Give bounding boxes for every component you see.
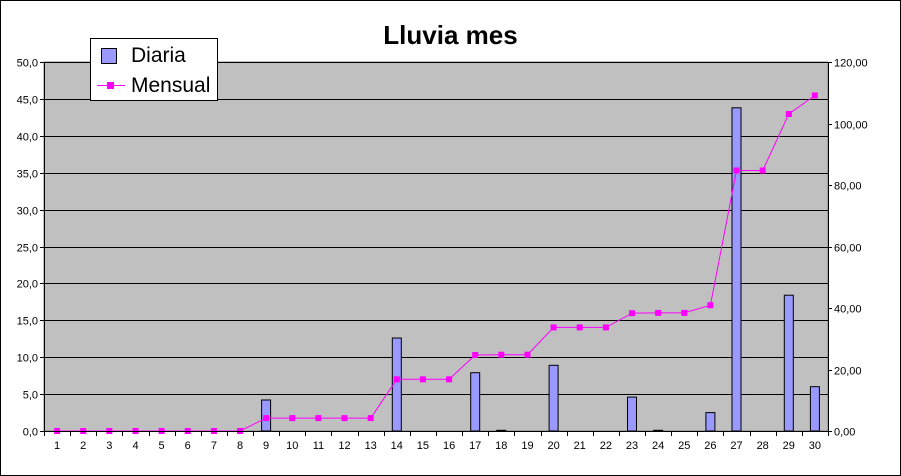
- x-axis-tick-label: 28: [757, 440, 769, 452]
- left-axis-tick-label: 5,0: [23, 390, 38, 402]
- left-axis-tick-label: 10,0: [17, 353, 38, 365]
- x-axis-tick-label: 29: [783, 440, 795, 452]
- x-axis-tick-label: 23: [626, 440, 638, 452]
- x-axis-tick-label: 16: [443, 440, 455, 452]
- plot-background: [43, 61, 829, 432]
- left-axis-tick-label: 20,0: [17, 279, 38, 291]
- legend-item-diaria: Diaria: [91, 42, 219, 70]
- point-marker: [681, 309, 688, 316]
- x-axis-tick-label: 24: [652, 440, 664, 452]
- bar: [809, 386, 820, 432]
- left-axis-tick-label: 15,0: [17, 316, 38, 328]
- point-marker: [733, 167, 740, 174]
- bar: [470, 372, 481, 432]
- left-axis-tick-label: 50,0: [17, 58, 38, 70]
- right-axis-tick-label: 120,00: [834, 58, 868, 70]
- left-axis-tick-label: 45,0: [17, 95, 38, 107]
- bar: [731, 107, 742, 432]
- axes: 0,05,010,015,020,025,030,035,040,045,050…: [17, 58, 868, 453]
- right-axis-tick-label: 20,00: [834, 366, 862, 378]
- legend: Diaria Mensual: [90, 38, 218, 101]
- bar: [627, 396, 637, 432]
- x-axis-tick-label: 4: [132, 440, 138, 452]
- x-axis-tick-label: 15: [417, 440, 429, 452]
- x-axis-tick-label: 10: [286, 440, 298, 452]
- point-marker: [629, 310, 635, 317]
- point-marker: [341, 415, 348, 422]
- left-axis-tick-label: 30,0: [17, 206, 38, 218]
- x-axis-tick-label: 13: [365, 440, 377, 452]
- left-axis-tick-label: 35,0: [17, 169, 38, 181]
- left-axis-tick-label: 40,0: [17, 132, 38, 144]
- legend-marker-swatch: [107, 82, 114, 89]
- x-axis-tick-label: 7: [211, 440, 217, 452]
- point-marker: [367, 415, 374, 422]
- point-marker: [707, 302, 714, 309]
- x-axis-tick-label: 27: [730, 440, 742, 452]
- right-axis-tick-label: 40,00: [834, 304, 862, 316]
- legend-label-mensual: Mensual: [131, 74, 211, 97]
- point-marker: [446, 376, 453, 383]
- point-marker: [498, 351, 505, 358]
- legend-label-diaria: Diaria: [131, 44, 186, 67]
- x-axis-tick-label: 22: [600, 440, 612, 452]
- chart-title: Lluvia mes: [383, 20, 518, 50]
- point-marker: [393, 376, 400, 383]
- x-axis-tick-label: 18: [495, 440, 507, 452]
- right-axis-tick-label: 100,00: [834, 120, 868, 132]
- x-axis-tick-label: 26: [704, 440, 716, 452]
- point-marker: [785, 111, 792, 117]
- gridlines: [44, 62, 828, 395]
- point-marker: [759, 167, 766, 174]
- bar: [783, 294, 794, 432]
- point-marker: [419, 376, 426, 383]
- point-marker: [550, 324, 557, 331]
- point-marker: [655, 309, 662, 316]
- bar: [705, 412, 716, 432]
- point-marker: [576, 324, 583, 331]
- legend-bar-swatch: [101, 48, 117, 64]
- x-axis-tick-label: 14: [391, 440, 403, 452]
- bar: [548, 364, 559, 432]
- x-axis-tick-label: 30: [809, 440, 821, 452]
- x-axis-tick-label: 3: [106, 440, 112, 452]
- right-axis-tick-label: 60,00: [834, 243, 862, 255]
- x-axis-tick-label: 12: [338, 440, 350, 452]
- x-axis-tick-label: 6: [185, 440, 191, 452]
- x-axis-tick-label: 5: [159, 440, 165, 452]
- x-axis-tick-label: 25: [678, 440, 690, 452]
- point-marker: [811, 92, 818, 99]
- point-marker: [524, 351, 531, 358]
- x-axis-tick-label: 21: [574, 440, 586, 452]
- point-marker: [315, 415, 322, 422]
- plot-area: [43, 61, 829, 432]
- point-marker: [602, 324, 609, 331]
- point-marker: [472, 352, 479, 358]
- right-axis-tick-label: 0,00: [834, 427, 855, 439]
- left-axis-tick-label: 25,0: [17, 243, 38, 255]
- x-axis-tick-label: 2: [80, 440, 86, 452]
- x-axis-tick-label: 9: [263, 440, 269, 452]
- x-axis-tick-label: 11: [313, 440, 324, 452]
- x-axis-tick-label: 8: [237, 440, 243, 452]
- right-axis-tick-label: 80,00: [834, 181, 862, 193]
- x-axis-tick-label: 17: [469, 440, 481, 452]
- left-axis-tick-label: 0,0: [23, 427, 38, 439]
- legend-item-mensual: Mensual: [91, 72, 219, 100]
- x-axis-tick-label: 1: [54, 440, 60, 452]
- x-axis-tick-label: 19: [521, 440, 533, 452]
- point-marker: [289, 415, 296, 422]
- point-marker: [263, 415, 270, 422]
- x-axis-tick-label: 20: [547, 440, 559, 452]
